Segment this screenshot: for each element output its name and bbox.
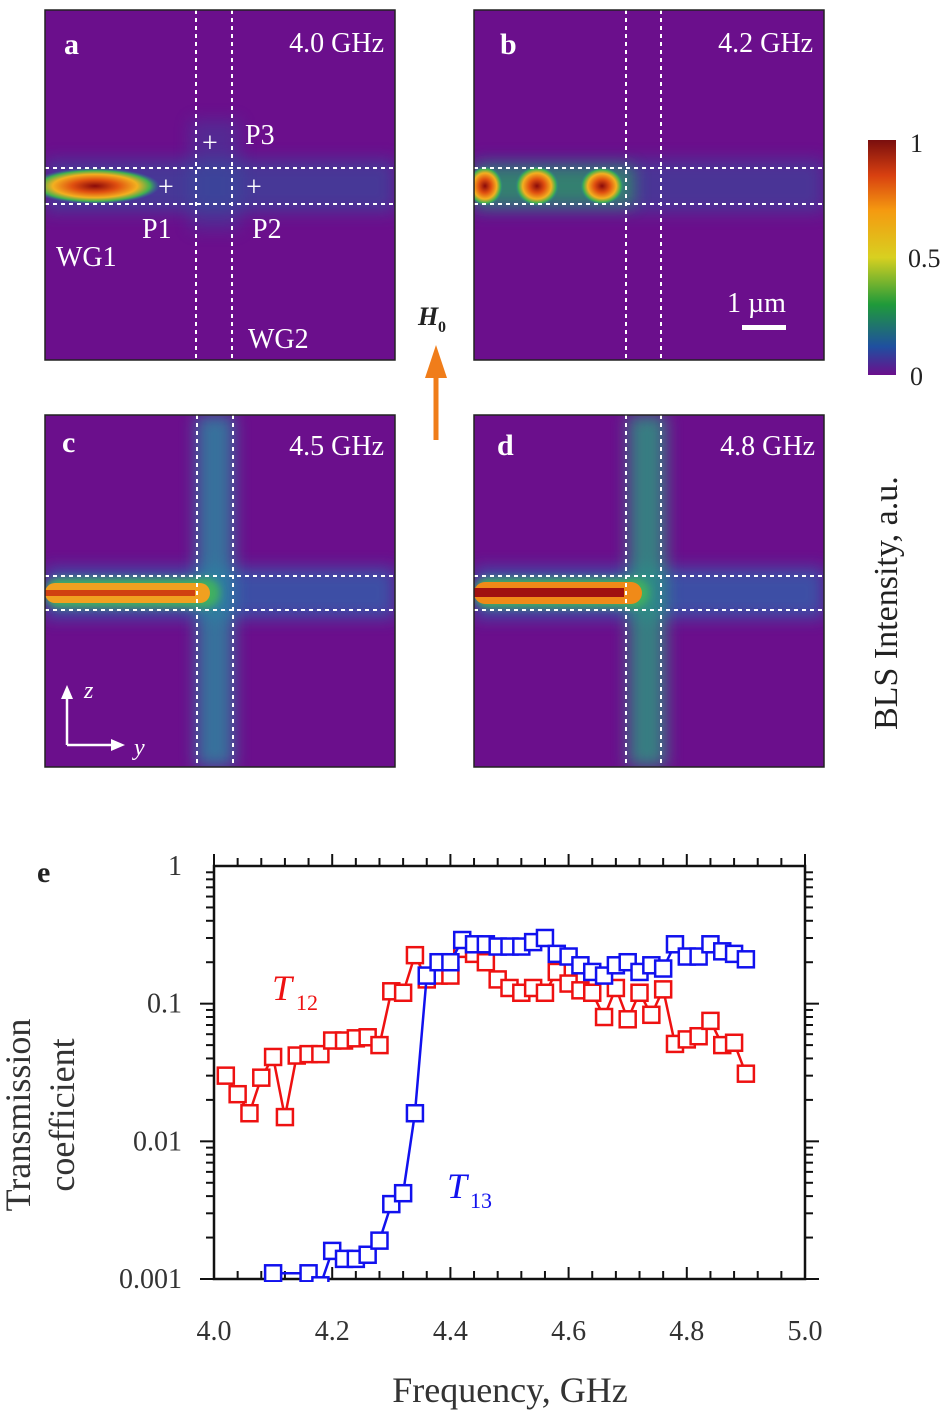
data-point-t12 — [653, 980, 673, 999]
data-point-t12 — [405, 945, 425, 965]
y-axis-label-line1: Transmission — [0, 1019, 38, 1212]
probe-p1-label: P1 — [142, 214, 172, 245]
colorbar-tick-0: 0 — [910, 362, 923, 391]
probe-p3-label: P3 — [245, 120, 275, 151]
data-point-t13 — [393, 1183, 413, 1203]
data-point-t12 — [701, 1011, 720, 1031]
field-arrowhead-icon — [425, 345, 447, 378]
data-point-t13 — [311, 1276, 330, 1282]
panel-frequency-b: 4.2 GHz — [718, 28, 813, 59]
axis-ticks — [200, 854, 819, 1280]
colorbar-tick-05: 0.5 — [908, 244, 941, 273]
data-point-t12 — [582, 983, 602, 1003]
panel-c — [45, 415, 395, 767]
probe-p3-marker: + — [202, 128, 218, 159]
probe-p2-label: P2 — [252, 214, 282, 245]
data-point-t13 — [441, 952, 460, 972]
probe-p2-marker: + — [246, 172, 262, 203]
waveguide-wg1-label: WG1 — [56, 242, 117, 273]
field-h0: H 0 — [417, 302, 447, 440]
data-point-t12 — [240, 1103, 259, 1123]
x-tick-label: 4.6 — [551, 1316, 586, 1347]
panel-frames — [44, 9, 825, 768]
series-label-t13: T — [447, 1166, 470, 1206]
panel-a — [45, 10, 395, 360]
data-point-t12 — [228, 1084, 247, 1104]
probe-p1-marker: + — [158, 172, 174, 203]
axis-z-label: z — [83, 678, 94, 704]
spin-wave-hotspot — [474, 166, 503, 206]
colorbar-gradient — [868, 140, 896, 375]
data-point-t13 — [417, 966, 437, 985]
x-tick-label: 4.0 — [197, 1316, 232, 1347]
y-tick-label: 1 — [168, 851, 182, 882]
series-label-t13-subscript: 13 — [470, 1188, 492, 1213]
data-point-t13 — [263, 1264, 283, 1282]
field-label-subscript: 0 — [438, 319, 446, 336]
data-point-t12 — [630, 983, 649, 1003]
panel-letter-a: a — [64, 28, 79, 61]
data-point-t12 — [252, 1068, 271, 1087]
plot-frame — [212, 864, 807, 1281]
colorbar-tick-1: 1 — [910, 129, 923, 158]
y-tick-label: 0.001 — [119, 1264, 182, 1295]
panel-frequency-d: 4.8 GHz — [720, 431, 815, 462]
spin-wave-beam-core — [45, 590, 195, 596]
scale-bar — [742, 325, 786, 330]
data-point-t13 — [736, 950, 756, 969]
panel-letter-b: b — [500, 28, 517, 61]
scale-bar-label: 1 µm — [727, 288, 786, 319]
panel-letter-d: d — [497, 429, 514, 462]
data-point-t12 — [736, 1064, 756, 1083]
spin-wave-hotspot — [515, 166, 559, 206]
spin-wave-beam-core — [474, 588, 624, 597]
data-point-t12 — [476, 952, 496, 972]
data-point-t13 — [535, 928, 555, 948]
x-tick-label: 5.0 — [788, 1316, 823, 1347]
y-tick-label: 0.01 — [133, 1126, 182, 1157]
panel-letter-c: c — [62, 426, 75, 459]
data-point-t12 — [724, 1033, 744, 1053]
data-point-t13 — [358, 1245, 377, 1265]
waveguide-wg2-label: WG2 — [248, 324, 309, 355]
data-point-t12 — [370, 1035, 389, 1055]
x-tick-label: 4.2 — [315, 1316, 350, 1347]
data-point-t13 — [653, 959, 673, 978]
colorbar: 1 0.5 0 BLS Intensity, a.u. — [868, 129, 941, 730]
data-point-t12 — [689, 1026, 708, 1046]
series-label-t12-subscript: 12 — [296, 990, 318, 1015]
panel-d — [474, 415, 824, 767]
data-point-t12 — [275, 1107, 295, 1127]
axis-y-label: y — [132, 735, 145, 761]
spin-wave-hotspot — [580, 167, 624, 205]
field-label: H — [417, 302, 439, 331]
y-tick-label: 0.1 — [147, 989, 182, 1020]
data-point-t12 — [263, 1047, 283, 1067]
x-tick-label: 4.4 — [433, 1316, 468, 1347]
data-point-t13 — [370, 1231, 389, 1250]
spin-wave-hotspot — [45, 168, 160, 204]
panel-frequency-c: 4.5 GHz — [289, 431, 384, 462]
y-axis-label-line2: coefficient — [42, 1038, 82, 1191]
data-point-t12 — [311, 1044, 330, 1064]
data-point-t13 — [405, 1103, 425, 1123]
data-point-t12 — [393, 983, 413, 1003]
data-point-t12 — [216, 1066, 236, 1085]
waveguide-boundaries — [45, 10, 824, 767]
panel-frequency-a: 4.0 GHz — [289, 28, 384, 59]
x-tick-label: 4.8 — [669, 1316, 704, 1347]
series-label-t12: T — [272, 968, 295, 1008]
axes-indicator — [61, 685, 125, 751]
data-point-t12 — [535, 983, 555, 1003]
colorbar-label: BLS Intensity, a.u. — [868, 476, 905, 730]
x-axis-label: Frequency, GHz — [392, 1370, 628, 1410]
data-point-t12 — [642, 1005, 661, 1025]
data-point-t12 — [594, 1007, 614, 1027]
data-point-t12 — [618, 1010, 637, 1029]
panel-letter-e: e — [37, 856, 50, 889]
transmission-chart: e 4.0 4.2 4.4 4.6 4.8 5.0 0.001 0.01 0.1 1 Freque… — [0, 851, 823, 1410]
